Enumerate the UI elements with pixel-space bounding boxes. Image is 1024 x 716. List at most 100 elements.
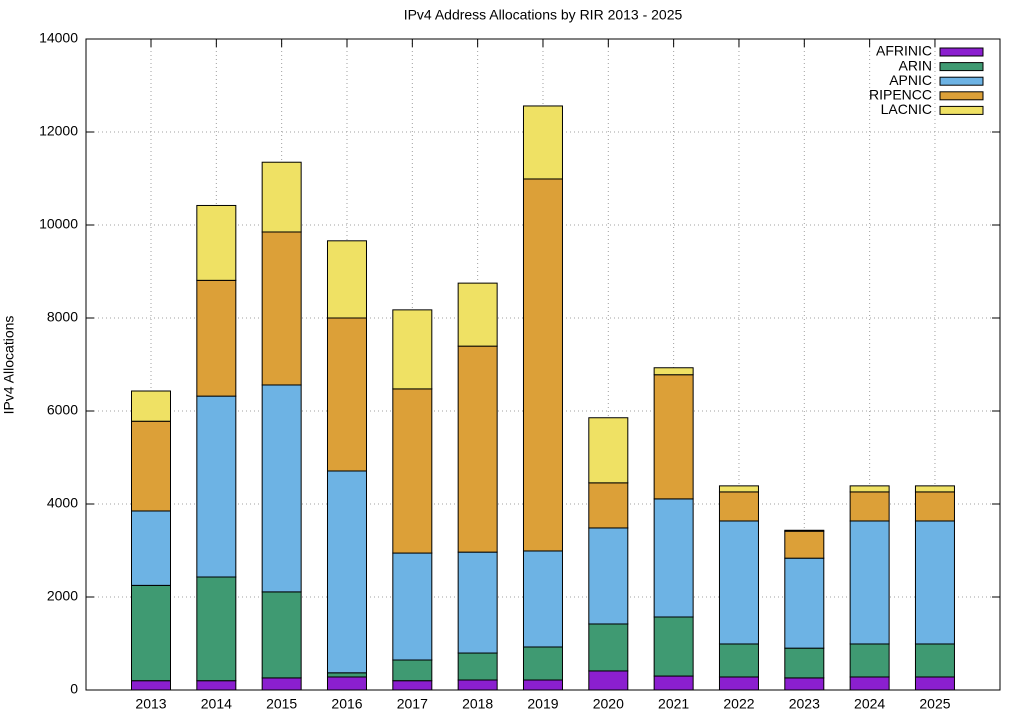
bar-segment [784, 677, 825, 691]
x-tick-label: 2020 [593, 696, 624, 712]
x-tick-label: 2023 [789, 696, 820, 712]
bar-segment [392, 680, 433, 691]
bar-segment [522, 105, 563, 180]
bar-segment [849, 491, 890, 522]
bar-segment [588, 623, 629, 672]
bar-segment [522, 550, 563, 648]
bar-segment [653, 675, 694, 691]
bar-segment [261, 677, 302, 691]
y-axis-label: IPv4 Allocations [1, 316, 17, 415]
bar-segment [784, 530, 825, 559]
bar-segment [653, 498, 694, 618]
y-tick-label: 12000 [39, 123, 78, 139]
bar-segment [914, 485, 955, 493]
legend-swatch [939, 91, 984, 101]
bar-segment [522, 646, 563, 681]
bar-segment [261, 384, 302, 593]
bar-segment [914, 643, 955, 678]
bar-segment [784, 529, 825, 532]
bar-segment [849, 520, 890, 645]
bar-segment [522, 178, 563, 552]
bar-segment [849, 643, 890, 678]
bar-segment [718, 520, 759, 645]
bar-segment [588, 527, 629, 625]
bar-segment [457, 679, 498, 691]
bar-segment [392, 388, 433, 554]
bar-segment [522, 679, 563, 691]
bar-segment [261, 231, 302, 386]
y-tick-label: 2000 [47, 588, 78, 604]
legend-label: APNIC [889, 72, 932, 88]
plot-frame [85, 38, 1001, 691]
legend-label: RIPENCC [869, 87, 932, 103]
bar-segment [326, 317, 367, 472]
legend-label: AFRINIC [876, 43, 932, 59]
bar-segment [588, 417, 629, 484]
bar-segment [457, 282, 498, 347]
bar-segment [718, 643, 759, 678]
legend-label: LACNIC [881, 101, 932, 117]
chart-title: IPv4 Address Allocations by RIR 2013 - 2… [404, 7, 683, 23]
y-tick-label: 8000 [47, 309, 78, 325]
y-tick-label: 10000 [39, 216, 78, 232]
x-tick-label: 2025 [919, 696, 950, 712]
bar-segment [326, 470, 367, 674]
legend-swatch [939, 62, 984, 72]
bar-segment [196, 204, 237, 281]
bar-segment [784, 647, 825, 679]
bar-segment [849, 485, 890, 493]
x-tick-label: 2021 [658, 696, 689, 712]
bar-segment [326, 672, 367, 678]
bar-segment [196, 576, 237, 682]
bar-segment [849, 676, 890, 691]
x-tick-label: 2018 [462, 696, 493, 712]
bar-segment [914, 491, 955, 522]
bar-segment [457, 551, 498, 654]
bar-segment [392, 659, 433, 682]
bar-segment [588, 670, 629, 691]
y-tick-label: 6000 [47, 402, 78, 418]
y-tick-label: 4000 [47, 495, 78, 511]
bar-segment [196, 395, 237, 578]
bar-segment [457, 345, 498, 553]
x-tick-label: 2016 [331, 696, 362, 712]
x-tick-label: 2022 [723, 696, 754, 712]
x-tick-label: 2014 [201, 696, 232, 712]
x-tick-label: 2019 [527, 696, 558, 712]
bar-segment [718, 491, 759, 522]
bar-segment [196, 680, 237, 691]
bar-segment [914, 676, 955, 691]
y-tick-label: 14000 [39, 30, 78, 46]
bar-segment [326, 240, 367, 319]
legend-swatch [939, 76, 984, 86]
bar-segment [131, 510, 171, 586]
bar-segment [457, 652, 498, 681]
y-tick-label: 0 [70, 681, 78, 697]
bar-segment [261, 591, 302, 679]
legend-swatch [939, 47, 984, 57]
x-tick-label: 2013 [135, 696, 166, 712]
bar-segment [326, 676, 367, 691]
bar-segment [784, 557, 825, 649]
bar-segment [718, 485, 759, 493]
bar-segment [588, 482, 629, 529]
bar-segment [392, 309, 433, 390]
legend-swatch [939, 105, 984, 115]
bar-segment [131, 420, 171, 512]
bar-segment [261, 161, 302, 233]
bar-segment [392, 552, 433, 661]
legend-label: ARIN [899, 57, 932, 73]
bar-segment [914, 520, 955, 645]
bar-segment [653, 374, 694, 500]
bar-segment [718, 676, 759, 691]
bar-segment [653, 616, 694, 677]
bar-segment [131, 390, 171, 422]
bar-segment [131, 584, 171, 682]
bar-segment [653, 367, 694, 376]
bar-segment [131, 680, 171, 691]
x-tick-label: 2017 [397, 696, 428, 712]
bar-segment [196, 279, 237, 397]
x-tick-label: 2024 [854, 696, 885, 712]
x-tick-label: 2015 [266, 696, 297, 712]
